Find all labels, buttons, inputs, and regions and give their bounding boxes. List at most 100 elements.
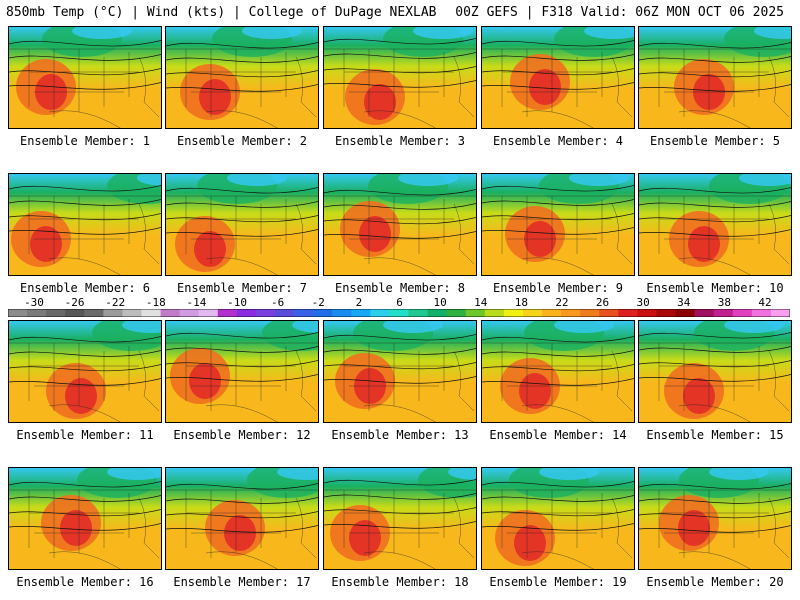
colorbar-swatch xyxy=(561,309,581,317)
colorbar-swatch xyxy=(236,309,257,317)
colorbar-swatch xyxy=(427,309,448,317)
colorbar-swatch xyxy=(389,309,410,317)
colorbar-tick-label: 6 xyxy=(396,296,403,309)
ensemble-member-map-10 xyxy=(638,173,792,276)
colorbar-swatch xyxy=(618,309,638,317)
ensemble-member-label-19: Ensemble Member: 19 xyxy=(489,575,627,589)
colorbar-swatch xyxy=(542,309,562,317)
chart-title: 850mb Temp (°C) | Wind (kts) | College o… xyxy=(6,5,437,20)
colorbar-swatch xyxy=(751,309,772,317)
colorbar-tick-label: 26 xyxy=(595,296,610,309)
colorbar-swatch xyxy=(770,309,790,317)
temperature-colorbar xyxy=(8,309,790,317)
colorbar-swatch xyxy=(465,309,486,317)
run-valid-time: 00Z GEFS | F318 Valid: 06Z MON OCT 06 20… xyxy=(455,5,784,20)
ensemble-member-label-4: Ensemble Member: 4 xyxy=(492,134,624,148)
colorbar-swatch xyxy=(732,309,753,317)
ensemble-member-label-5: Ensemble Member: 5 xyxy=(649,134,781,148)
ensemble-member-label-1: Ensemble Member: 1 xyxy=(19,134,151,148)
ensemble-member-label-18: Ensemble Member: 18 xyxy=(331,575,469,589)
ensemble-member-map-19 xyxy=(481,467,635,570)
colorbar-tick-label: 2 xyxy=(355,296,363,309)
colorbar-swatch xyxy=(351,309,371,317)
colorbar-swatch xyxy=(179,309,200,317)
ensemble-member-map-12 xyxy=(165,320,319,423)
colorbar-swatch xyxy=(294,309,314,317)
colorbar-tick-label: -14 xyxy=(186,296,207,309)
colorbar-tick-label: -6 xyxy=(271,296,285,309)
colorbar-swatch xyxy=(141,309,162,317)
colorbar-swatch xyxy=(84,309,104,317)
colorbar-tick-label: -10 xyxy=(227,296,247,309)
ensemble-member-map-15 xyxy=(638,320,792,423)
colorbar-tick-label: 34 xyxy=(677,296,691,309)
ensemble-member-label-15: Ensemble Member: 15 xyxy=(646,428,784,442)
ensemble-member-map-5 xyxy=(638,26,792,129)
colorbar-swatch xyxy=(446,309,467,317)
colorbar-tick-label: -26 xyxy=(64,296,85,309)
colorbar-swatch xyxy=(122,309,143,317)
ensemble-member-label-13: Ensemble Member: 13 xyxy=(331,428,469,442)
colorbar-swatch xyxy=(255,309,276,317)
colorbar-swatch xyxy=(27,309,47,317)
colorbar-swatch xyxy=(637,309,657,317)
colorbar-swatch xyxy=(522,309,543,317)
ensemble-member-map-2 xyxy=(165,26,319,129)
colorbar-swatch xyxy=(503,309,524,317)
colorbar-swatch xyxy=(408,309,429,317)
ensemble-member-label-14: Ensemble Member: 14 xyxy=(489,428,627,442)
ensemble-member-label-6: Ensemble Member: 6 xyxy=(19,281,151,295)
colorbar-swatch xyxy=(198,309,219,317)
colorbar-swatch xyxy=(580,309,600,317)
ensemble-member-map-20 xyxy=(638,467,792,570)
colorbar-tick-label: 30 xyxy=(636,296,650,309)
colorbar-swatch xyxy=(313,309,333,317)
colorbar-swatch xyxy=(370,309,390,317)
colorbar-swatch xyxy=(65,309,85,317)
colorbar-swatch xyxy=(275,309,295,317)
colorbar-tick-label: 14 xyxy=(474,296,488,309)
ensemble-member-label-2: Ensemble Member: 2 xyxy=(176,134,308,148)
colorbar-tick-label: 22 xyxy=(555,296,569,309)
colorbar-swatch xyxy=(694,309,715,317)
colorbar-swatch xyxy=(160,309,181,317)
colorbar-tick-label: -30 xyxy=(24,296,44,309)
ensemble-member-label-12: Ensemble Member: 12 xyxy=(173,428,311,442)
colorbar-swatch xyxy=(599,309,619,317)
ensemble-member-label-9: Ensemble Member: 9 xyxy=(492,281,624,295)
ensemble-member-label-17: Ensemble Member: 17 xyxy=(173,575,311,589)
ensemble-member-map-9 xyxy=(481,173,635,276)
ensemble-member-map-16 xyxy=(8,467,162,570)
ensemble-member-map-1 xyxy=(8,26,162,129)
ensemble-member-label-20: Ensemble Member: 20 xyxy=(646,575,784,589)
ensemble-member-label-16: Ensemble Member: 16 xyxy=(16,575,154,589)
colorbar-swatch xyxy=(8,309,28,317)
ensemble-member-label-8: Ensemble Member: 8 xyxy=(334,281,466,295)
ensemble-member-map-11 xyxy=(8,320,162,423)
ensemble-member-map-17 xyxy=(165,467,319,570)
colorbar-swatch xyxy=(103,309,123,317)
colorbar-tick-label: 18 xyxy=(514,296,528,309)
colorbar-swatch xyxy=(217,309,238,317)
ensemble-member-label-3: Ensemble Member: 3 xyxy=(334,134,466,148)
colorbar-tick-label: 10 xyxy=(433,296,447,309)
ensemble-member-label-7: Ensemble Member: 7 xyxy=(176,281,308,295)
colorbar-swatch xyxy=(656,309,677,317)
colorbar-swatch xyxy=(675,309,696,317)
colorbar-swatch xyxy=(46,309,66,317)
colorbar-tick-label: -2 xyxy=(311,296,325,309)
ensemble-member-map-6 xyxy=(8,173,162,276)
colorbar-tick-label: -18 xyxy=(145,296,166,309)
ensemble-member-map-14 xyxy=(481,320,635,423)
ensemble-member-map-18 xyxy=(323,467,477,570)
colorbar-swatch xyxy=(484,309,505,317)
ensemble-member-map-4 xyxy=(481,26,635,129)
ensemble-member-map-13 xyxy=(323,320,477,423)
colorbar-swatch xyxy=(713,309,734,317)
ensemble-member-map-3 xyxy=(323,26,477,129)
ensemble-member-label-10: Ensemble Member: 10 xyxy=(646,281,784,295)
colorbar-tick-label: -22 xyxy=(105,296,126,309)
colorbar-tick-label: 42 xyxy=(758,296,772,309)
ensemble-member-label-11: Ensemble Member: 11 xyxy=(16,428,154,442)
ensemble-member-map-8 xyxy=(323,173,477,276)
